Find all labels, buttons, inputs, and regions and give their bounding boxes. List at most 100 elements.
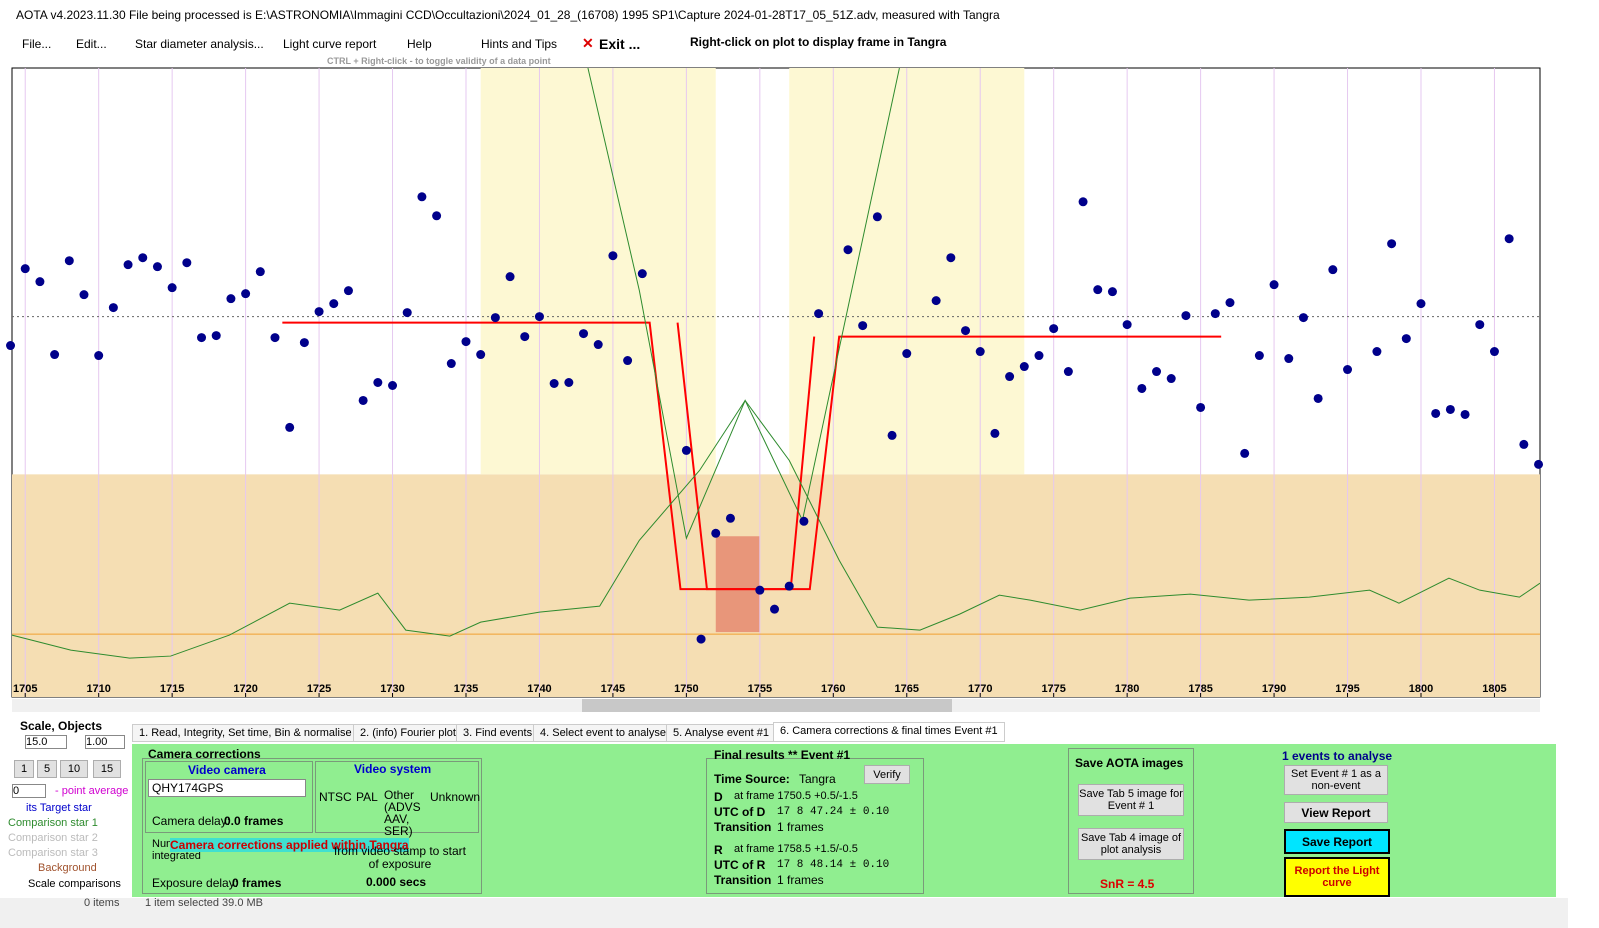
data-point (35, 277, 45, 287)
data-point (1460, 409, 1470, 419)
data-point (534, 312, 544, 322)
hint: Right-click on plot to display frame in … (690, 35, 947, 49)
legend-entry[interactable]: its Target star (26, 802, 92, 814)
data-point (1489, 347, 1499, 357)
data-point (1445, 404, 1455, 414)
x-tick-label: 1765 (895, 683, 919, 695)
x-tick-label: 1735 (454, 683, 478, 695)
menu-item[interactable]: Exit ... (599, 36, 641, 52)
radio[interactable]: NTSC (319, 790, 352, 804)
data-point (1034, 351, 1044, 361)
label: D (714, 790, 723, 804)
scale-button[interactable]: 10 (60, 760, 88, 778)
spin-box[interactable]: 15.0 (25, 735, 67, 749)
tab[interactable]: 2. (info) Fourier plot (353, 724, 463, 742)
radio[interactable]: Unknown (430, 790, 481, 804)
x-tick-label: 1770 (968, 683, 992, 695)
data-point (637, 269, 647, 279)
data-point (770, 604, 780, 614)
x-tick-label: 1790 (1262, 683, 1286, 695)
tab[interactable]: 1. Read, Integrity, Set time, Bin & norm… (132, 724, 359, 742)
button[interactable]: Save Tab 4 image of plot analysis (1078, 828, 1184, 860)
data-point (1387, 239, 1397, 249)
lower-band (12, 474, 1540, 697)
label: from video stamp to start of exposure (333, 844, 467, 871)
radio[interactable]: PAL (356, 790, 378, 804)
scale-button[interactable]: 5 (37, 760, 57, 778)
button[interactable]: Save Tab 5 image for Event # 1 (1078, 784, 1184, 816)
x-tick-label: 1780 (1115, 683, 1139, 695)
x-tick-label: 1725 (307, 683, 331, 695)
data-point (64, 256, 74, 266)
data-point (1475, 320, 1485, 330)
button[interactable]: Verify (864, 765, 910, 784)
group-box (1068, 748, 1194, 894)
spin-box[interactable]: 1.00 (85, 735, 125, 749)
data-point (1269, 280, 1279, 290)
group-title: Camera corrections (148, 747, 261, 761)
x-tick-label: 1805 (1482, 683, 1506, 695)
data-point (520, 332, 530, 342)
radio[interactable]: Other (ADVS AAV, SER) (384, 788, 421, 838)
menu-item[interactable]: Help (407, 37, 432, 51)
legend-entry[interactable]: Comparison star 3 (8, 847, 98, 859)
data-point (6, 341, 16, 351)
data-point (1519, 439, 1529, 449)
x-tick-label: 1795 (1335, 683, 1359, 695)
data-point (241, 289, 251, 299)
dropdown[interactable]: 0 (12, 784, 46, 798)
data-point (1152, 367, 1162, 377)
data-point (343, 286, 353, 296)
data-point (711, 528, 721, 538)
value: 17 8 48.14 ± 0.10 (777, 859, 890, 871)
tab-active[interactable]: 6. Camera corrections & final times Even… (773, 722, 1005, 742)
data-point (681, 445, 691, 455)
tab[interactable]: 5. Analyse event #1 (666, 724, 777, 742)
scale-button[interactable]: 1 (14, 760, 34, 778)
x-tick-label: 1785 (1188, 683, 1212, 695)
legend-entry[interactable]: Comparison star 2 (8, 832, 98, 844)
data-point (1416, 299, 1426, 309)
menu-item[interactable]: File... (22, 37, 52, 51)
menu-item[interactable]: Edit... (76, 37, 107, 51)
tab[interactable]: 3. Find events (456, 724, 540, 742)
title-bar: AOTA v4.2023.11.30 File being processed … (16, 8, 1000, 22)
data-point (1049, 324, 1059, 334)
button[interactable]: Save Report (1284, 829, 1390, 854)
data-point (1240, 448, 1250, 458)
label: Transition (714, 873, 772, 887)
data-point (1210, 309, 1220, 319)
menu-item[interactable]: Light curve report (283, 37, 377, 51)
dropdown[interactable]: QHY174GPS (148, 779, 306, 797)
button[interactable]: Set Event # 1 as a non-event (1284, 765, 1388, 795)
x-tick-label: 1760 (821, 683, 845, 695)
value: 1 frames (777, 820, 824, 834)
light-curve-plot[interactable]: 1705 1710 1715 1720 1725 1730 1735 1740 1745 1750… (0, 0, 1599, 712)
data-point (1093, 285, 1103, 295)
button[interactable]: View Report (1284, 802, 1388, 823)
data-point (623, 356, 633, 366)
value: Tangra (799, 772, 836, 786)
legend-entry[interactable]: Comparison star 1 (8, 817, 98, 829)
data-point (197, 333, 207, 343)
data-point (1534, 459, 1544, 469)
data-point (1298, 313, 1308, 323)
label: Time Source: (714, 772, 790, 786)
data-point (50, 350, 60, 360)
data-point (417, 192, 427, 202)
menu-item[interactable]: Hints and Tips (481, 37, 558, 51)
legend-entry[interactable]: Background (38, 862, 97, 874)
data-point (1196, 402, 1206, 412)
checkbox-label[interactable]: Scale comparisons (28, 878, 121, 890)
data-point (285, 422, 295, 432)
data-point (1343, 365, 1353, 375)
menu-item[interactable]: Star diameter analysis... (135, 37, 264, 51)
data-point (946, 253, 956, 263)
status-bar (0, 898, 1568, 928)
data-point (255, 267, 265, 277)
button[interactable]: Report the Light curve (1284, 857, 1390, 897)
label: 1 events to analyse (1282, 749, 1393, 763)
scrollbar[interactable] (12, 699, 1540, 712)
scale-button[interactable]: 15 (93, 760, 121, 778)
tab[interactable]: 4. Select event to analyse (533, 724, 673, 742)
